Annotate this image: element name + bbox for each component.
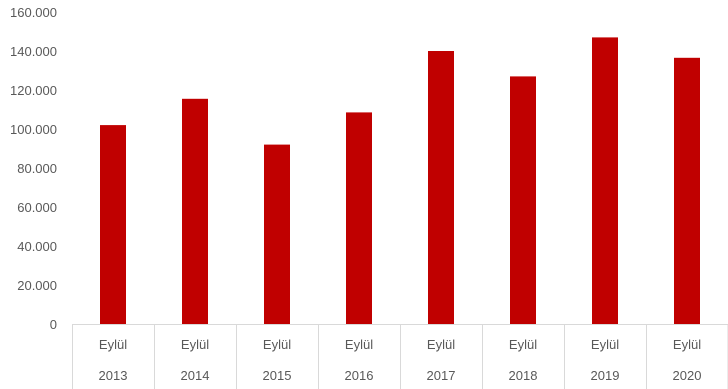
x-axis: Eylül 2013 Eylül 2014 Eylül 2015 Eylül 2016 Eylü… bbox=[72, 324, 728, 389]
y-tick-label: 100.000 bbox=[10, 122, 57, 137]
y-tick-label: 120.000 bbox=[10, 83, 57, 98]
x-tick-label-month: Eylül bbox=[263, 337, 291, 352]
y-tick-label: 80.000 bbox=[17, 161, 57, 176]
x-tick-label-month: Eylül bbox=[591, 337, 619, 352]
x-tick-label-month: Eylül bbox=[99, 337, 127, 352]
x-tick-label-year: 2016 bbox=[345, 368, 374, 383]
bar bbox=[346, 112, 372, 325]
y-tick-label: 140.000 bbox=[10, 44, 57, 59]
bar bbox=[264, 144, 290, 324]
bar bbox=[592, 37, 618, 325]
x-tick-label-year: 2020 bbox=[673, 368, 702, 383]
x-tick-label-month: Eylül bbox=[427, 337, 455, 352]
bar bbox=[674, 57, 700, 325]
y-axis: 0 20.000 40.000 60.000 80.000 100.000 120.000 1… bbox=[10, 5, 57, 332]
bar bbox=[428, 51, 454, 324]
x-tick-label-year: 2019 bbox=[591, 368, 620, 383]
x-tick-label-month: Eylül bbox=[673, 337, 701, 352]
x-tick-label-month: Eylül bbox=[181, 337, 209, 352]
bar bbox=[510, 76, 536, 325]
bar bbox=[100, 125, 126, 324]
x-tick-label-year: 2013 bbox=[99, 368, 128, 383]
x-tick-label-year: 2018 bbox=[509, 368, 538, 383]
y-tick-label: 160.000 bbox=[10, 5, 57, 20]
y-tick-label: 40.000 bbox=[17, 239, 57, 254]
y-tick-label: 60.000 bbox=[17, 200, 57, 215]
x-tick-label-year: 2015 bbox=[263, 368, 292, 383]
y-tick-label: 20.000 bbox=[17, 278, 57, 293]
x-tick-label-month: Eylül bbox=[509, 337, 537, 352]
x-tick-label-year: 2014 bbox=[181, 368, 210, 383]
y-tick-label: 0 bbox=[50, 317, 57, 332]
x-tick-label-year: 2017 bbox=[427, 368, 456, 383]
x-tick-label-month: Eylül bbox=[345, 337, 373, 352]
bars bbox=[100, 37, 700, 325]
bar bbox=[182, 98, 208, 324]
